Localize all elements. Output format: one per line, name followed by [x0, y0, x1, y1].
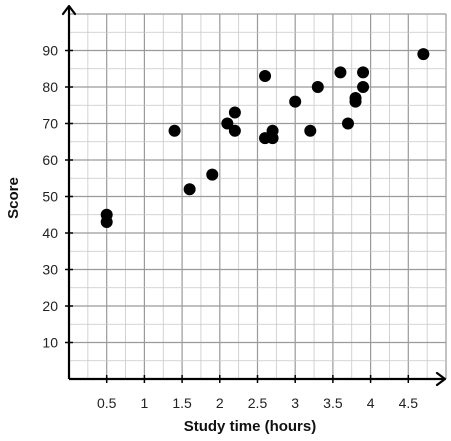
x-tick-label: 3 [291, 395, 299, 411]
y-tick-label: 60 [42, 152, 58, 168]
x-tick-label: 3.5 [323, 395, 343, 411]
x-tick-label: 1 [141, 395, 149, 411]
y-tick-label: 30 [42, 262, 58, 278]
axes [61, 4, 447, 387]
y-tick-label: 40 [42, 225, 58, 241]
y-tick-label: 80 [42, 79, 58, 95]
data-point [266, 132, 279, 145]
data-point [206, 168, 219, 181]
data-point [417, 48, 430, 61]
data-point [304, 124, 317, 137]
x-tick-label: 2.5 [248, 395, 268, 411]
tick-labels: 0.5 1 1.5 2 2.5 3 3.5 4 4.5 10 20 30 40 50 60 70 80 90 [42, 43, 418, 412]
y-tick-label: 10 [42, 335, 58, 351]
x-tick-label: 2 [216, 395, 224, 411]
data-point [259, 70, 272, 83]
data-point [357, 66, 370, 79]
data-point [357, 81, 370, 93]
data-point [228, 106, 241, 119]
data-point [168, 124, 181, 137]
data-point [311, 81, 324, 93]
y-tick-label: 20 [42, 298, 58, 314]
data-point [334, 66, 347, 79]
x-tick-label: 4.5 [399, 395, 419, 411]
y-tick-label: 90 [42, 43, 58, 59]
data-point [228, 124, 241, 137]
x-tick-label: 4 [367, 395, 375, 411]
y-axis-title: Score [5, 177, 22, 219]
x-tick-label: 0.5 [97, 395, 117, 411]
y-tick-label: 70 [42, 116, 58, 132]
data-points [100, 48, 430, 229]
data-point [100, 216, 113, 229]
data-point [349, 95, 362, 108]
x-axis-arrow [435, 371, 447, 387]
data-point [289, 95, 302, 108]
data-point [221, 117, 234, 130]
x-axis-title: Study time (hours) [184, 418, 317, 435]
y-tick-label: 50 [42, 189, 58, 205]
data-point [183, 183, 196, 196]
x-tick-label: 1.5 [172, 395, 192, 411]
y-axis-arrow [61, 4, 77, 16]
data-point [341, 117, 354, 130]
grid [69, 13, 447, 379]
